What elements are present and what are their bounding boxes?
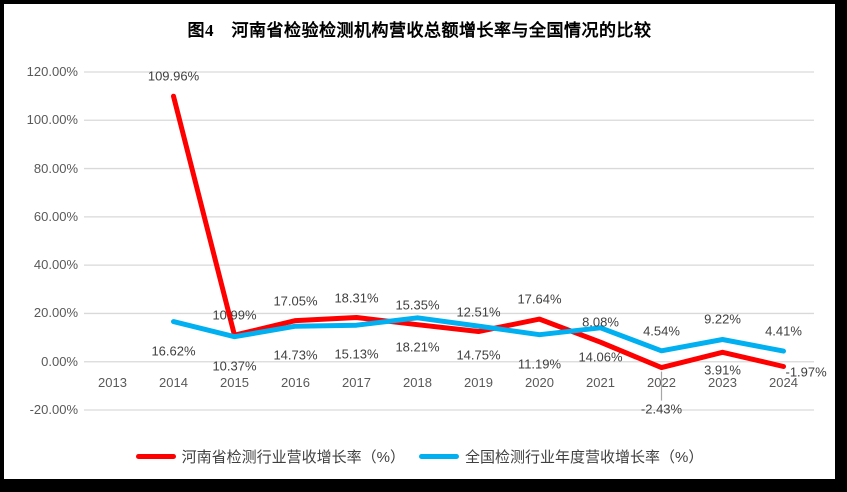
x-axis-year-label: 2022 xyxy=(647,375,676,390)
legend-label-henan: 河南省检测行业营收增长率（%） xyxy=(181,448,405,466)
x-axis-year-label: 2014 xyxy=(159,375,188,390)
data-label: 8.08% xyxy=(582,314,619,330)
x-axis-year-label: 2024 xyxy=(769,375,798,390)
x-axis-year-label: 2019 xyxy=(464,375,493,390)
y-axis-tick-label: 40.00% xyxy=(33,257,78,273)
legend-item-national: 全国检测行业年度营收增长率（%） xyxy=(419,446,703,467)
x-axis-year-label: 2017 xyxy=(342,375,371,390)
data-label: 17.64% xyxy=(517,291,562,307)
y-axis-tick-label: 120.00% xyxy=(26,64,78,79)
data-label: 18.31% xyxy=(334,290,379,305)
data-label: 14.06% xyxy=(578,349,623,365)
data-label: 15.35% xyxy=(395,297,440,313)
y-axis-tick-label: 80.00% xyxy=(33,160,78,176)
x-axis-year-label: 2018 xyxy=(403,375,432,390)
data-label: 10.99% xyxy=(212,307,257,323)
data-label: 109.96% xyxy=(147,68,200,84)
data-label: 3.91% xyxy=(704,362,741,378)
data-label: -2.43% xyxy=(640,401,683,417)
y-axis-tick-label: 60.00% xyxy=(33,208,78,224)
data-label: 18.21% xyxy=(395,339,440,355)
henan-series-line-swatch xyxy=(135,453,176,459)
legend: 河南省检测行业营收增长率（%） 全国检测行业年度营收增长率（%） xyxy=(4,444,835,468)
data-label: 15.13% xyxy=(334,346,379,362)
data-label: 14.75% xyxy=(456,347,501,363)
x-axis-year-label: 2020 xyxy=(525,375,554,390)
national-series-line-swatch xyxy=(419,453,459,459)
data-label: 10.37% xyxy=(212,358,257,374)
data-label: 14.73% xyxy=(273,347,318,363)
legend-label-national: 全国检测行业年度营收增长率（%） xyxy=(465,448,704,466)
chart-canvas xyxy=(84,71,814,411)
data-label: 4.41% xyxy=(765,323,802,339)
x-axis-year-label: 2023 xyxy=(708,375,737,390)
data-label: 17.05% xyxy=(273,293,318,309)
data-label: 16.62% xyxy=(151,343,196,359)
chart-title: 图4 河南省检验检测机构营收总额增长率与全国情况的比较 xyxy=(187,21,652,40)
y-axis-tick-label: 100.00% xyxy=(26,112,78,128)
y-axis-tick-label: 0.00% xyxy=(41,353,78,369)
x-axis-year-label: 2021 xyxy=(586,375,615,390)
legend-item-henan: 河南省检测行业营收增长率（%） xyxy=(135,446,405,467)
plot-area: 120.00% 100.00% 80.00% 60.00% 40.00% 20.00% 0.… xyxy=(4,4,835,479)
x-axis-year-label: 2013 xyxy=(98,375,127,390)
data-label: -1.97% xyxy=(785,364,827,380)
data-label: 4.54% xyxy=(643,323,680,339)
data-label: 11.19% xyxy=(517,356,562,372)
x-axis-year-label: 2015 xyxy=(220,375,249,390)
data-label: 9.22% xyxy=(704,311,741,327)
y-axis-tick-label: 20.00% xyxy=(33,305,78,321)
data-label: 12.51% xyxy=(456,304,501,319)
x-axis-year-label: 2016 xyxy=(281,375,310,390)
y-axis-tick-label: -20.00% xyxy=(29,402,78,417)
